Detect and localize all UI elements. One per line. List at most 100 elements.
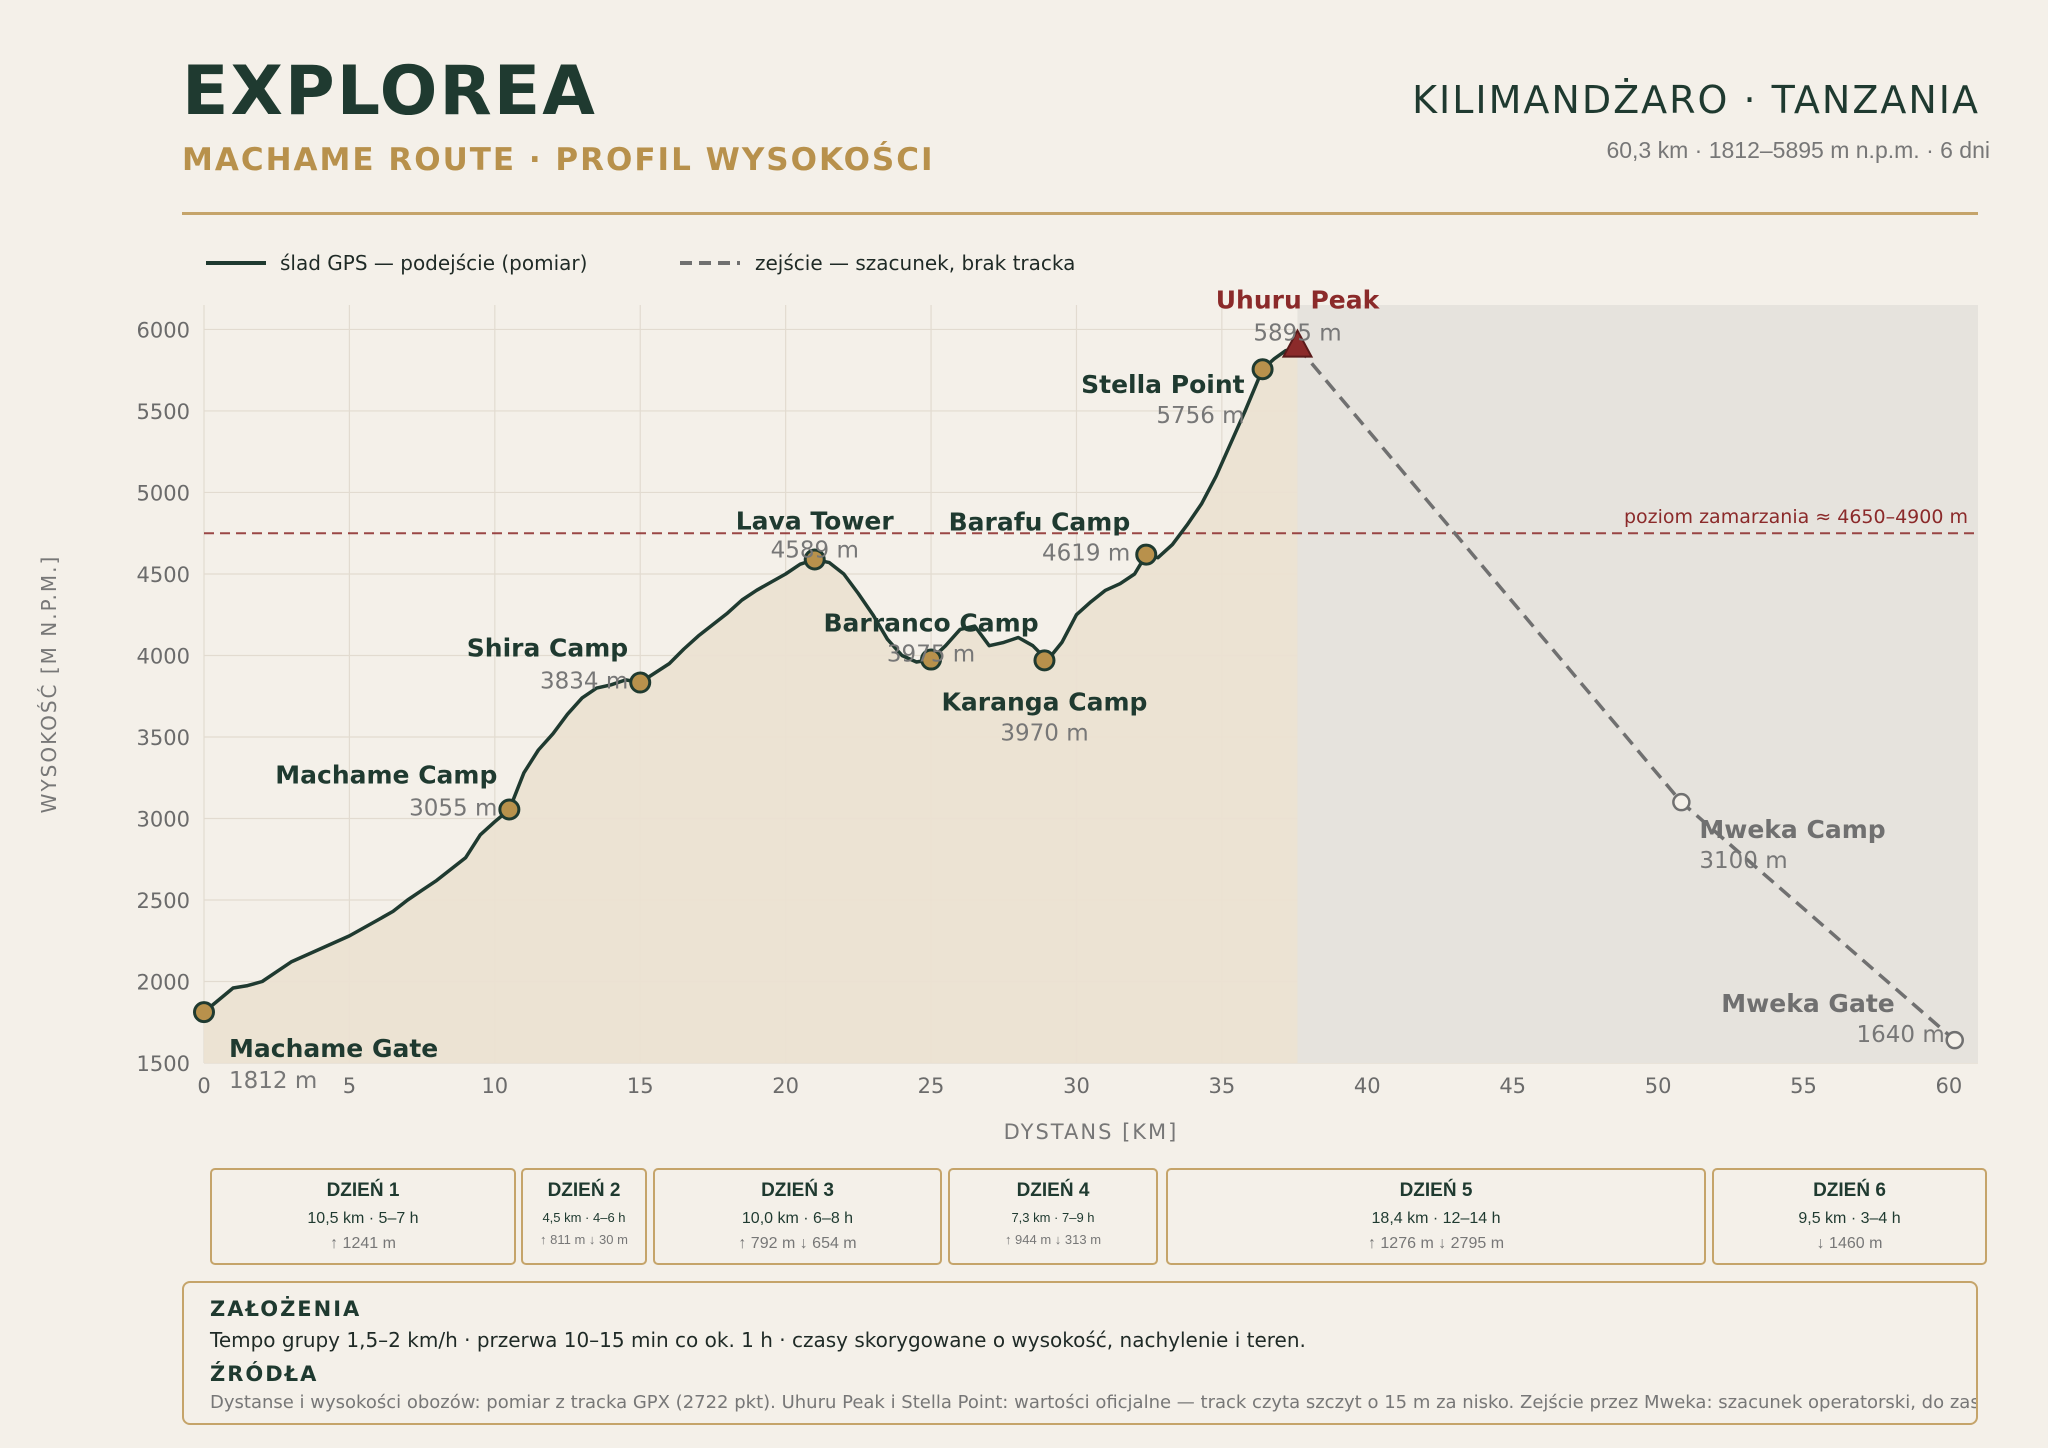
- camp-elevation-label: 3055 m: [409, 796, 497, 822]
- x-tick-label: 50: [1645, 1074, 1672, 1098]
- camp-marker: [1251, 358, 1274, 381]
- camp-elevation-label: 1812 m: [229, 1068, 317, 1094]
- day-distance-time: 10,0 km · 6–8 h: [741, 1210, 854, 1227]
- camp-name-label: Machame Camp: [275, 761, 497, 790]
- camp-name-label: Machame Gate: [229, 1034, 438, 1063]
- camp-name-label: Barranco Camp: [823, 609, 1038, 638]
- y-tick-label: 2000: [137, 970, 190, 994]
- camp-name-label: Lava Tower: [736, 506, 895, 535]
- camp-elevation-label: 3975 m: [887, 642, 975, 668]
- y-tick-label: 3500: [137, 726, 190, 750]
- day-title: DZIEŃ 4: [1016, 1180, 1090, 1201]
- camp-elevation-label: 3970 m: [1000, 720, 1088, 746]
- route-stats: 60,3 km · 1812–5895 m n.p.m. · 6 dni: [1606, 137, 1990, 163]
- x-tick-label: 10: [481, 1074, 508, 1098]
- camp-elevation-label: 3100 m: [1699, 848, 1787, 874]
- camp-elevation-label: 5895 m: [1253, 321, 1341, 347]
- camp-elevation-label: 3834 m: [540, 669, 628, 695]
- camp-elevation-label: 1640 m: [1856, 1022, 1944, 1048]
- x-tick-label: 60: [1936, 1074, 1963, 1098]
- x-tick-label: 35: [1209, 1074, 1236, 1098]
- y-tick-label: 5500: [137, 400, 190, 424]
- x-tick-label: 30: [1063, 1074, 1090, 1098]
- y-tick-label: 4500: [137, 563, 190, 587]
- day-elevation: ↑ 1241 m: [330, 1235, 396, 1252]
- y-tick-label: 1500: [137, 1052, 190, 1076]
- header-divider: [182, 212, 1978, 215]
- x-tick-label: 5: [343, 1074, 356, 1098]
- y-tick-label: 4000: [137, 644, 190, 668]
- day-title: DZIEŃ 3: [761, 1180, 834, 1201]
- day-distance-time: 4,5 km · 4–6 h: [542, 1210, 626, 1225]
- camp-marker: [1672, 792, 1691, 812]
- chart-legend: ślad GPS — podejście (pomiar) zejście — s…: [206, 251, 1075, 275]
- day-title: DZIEŃ 6: [1813, 1180, 1886, 1201]
- camp-marker: [498, 798, 521, 821]
- day-card-1: DZIEŃ 1 10,5 km · 5–7 h ↑ 1241 m: [210, 1168, 516, 1265]
- camp-marker: [629, 671, 652, 694]
- camp-marker: [1945, 1030, 1964, 1050]
- page-subtitle: MACHAME ROUTE · PROFIL WYSOKOŚCI: [182, 142, 935, 178]
- day-title: DZIEŃ 2: [547, 1180, 621, 1201]
- sources-text: Dystanse i wysokości obozów: pomiar z tr…: [210, 1392, 1978, 1413]
- legend-label: zejście — szacunek, brak tracka: [755, 251, 1075, 275]
- day-elevation: ↑ 811 m ↓ 30 m: [540, 1232, 628, 1247]
- assumptions-text: Tempo grupy 1,5–2 km/h · przerwa 10–15 m…: [210, 1328, 1306, 1352]
- day-card-3: DZIEŃ 3 10,0 km · 6–8 h ↑ 792 m ↓ 654 m: [653, 1168, 942, 1265]
- camp-marker: [920, 648, 943, 671]
- camp-marker: [803, 548, 826, 571]
- x-tick-label: 40: [1354, 1074, 1381, 1098]
- ascent-area: [204, 346, 1298, 1064]
- camp-name-label: Mweka Gate: [1721, 989, 1894, 1018]
- day-elevation: ↓ 1460 m: [1816, 1235, 1883, 1252]
- x-tick-label: 55: [1790, 1074, 1817, 1098]
- y-tick-label: 5000: [137, 481, 190, 505]
- elevation-chart: 0 5 10 15 20 25 30 35 40 45 50 55 60 1500 2000 2500 3000…: [37, 251, 1978, 1144]
- camp-name-label: Mweka Camp: [1699, 815, 1885, 844]
- x-tick-label: 45: [1499, 1074, 1526, 1098]
- day-elevation: ↑ 792 m ↓ 654 m: [738, 1235, 857, 1252]
- day-card-6: DZIEŃ 6 9,5 km · 3–4 h ↓ 1460 m: [1712, 1168, 1987, 1265]
- sources-heading: ŹRÓDŁA: [210, 1362, 319, 1386]
- chart-marks: [193, 328, 1964, 1050]
- camp-name-label: Karanga Camp: [942, 687, 1148, 716]
- camp-name-label: Shira Camp: [467, 634, 628, 663]
- camp-name-label: Uhuru Peak: [1216, 286, 1381, 315]
- assumptions-heading: ZAŁOŻENIA: [210, 1297, 362, 1321]
- day-elevation: ↑ 1276 m ↓ 2795 m: [1367, 1235, 1505, 1252]
- day-card-4: DZIEŃ 4 7,3 km · 7–9 h ↑ 944 m ↓ 313 m: [948, 1168, 1158, 1265]
- y-tick-label: 2500: [137, 889, 190, 913]
- summit-marker: [1281, 328, 1314, 358]
- camp-marker: [193, 1001, 215, 1024]
- notes-box: ZAŁOŻENIA Tempo grupy 1,5–2 km/h · przer…: [182, 1281, 1978, 1425]
- y-tick-label: 3000: [137, 807, 190, 831]
- day-card-5: DZIEŃ 5 18,4 km · 12–14 h ↑ 1276 m ↓ 279…: [1166, 1168, 1706, 1265]
- descent-area: [1297, 305, 1978, 1063]
- camp-marker: [1033, 649, 1056, 672]
- camp-marker: [1135, 543, 1158, 566]
- chart-labels: poziom zamarzania ≈ 4650–4900 m Machame G…: [229, 286, 1968, 1095]
- chart-fills: [204, 305, 1978, 1064]
- location-title: KILIMANDŻARO · TANZANIA: [1412, 78, 1980, 122]
- legend-label: ślad GPS — podejście (pomiar): [280, 251, 587, 275]
- day-distance-time: 10,5 km · 5–7 h: [307, 1210, 419, 1227]
- y-tick-label: 6000: [137, 318, 190, 342]
- x-tick-label: 0: [197, 1074, 210, 1098]
- x-axis-label: DYSTANS [KM]: [1004, 1120, 1179, 1144]
- chart-axes: 0 5 10 15 20 25 30 35 40 45 50 55 60 1500 2000 2500 3000…: [37, 318, 1962, 1144]
- y-axis-label: WYSOKOŚĆ [M N.P.M.]: [37, 555, 61, 814]
- day-title: DZIEŃ 1: [326, 1180, 400, 1201]
- camp-elevation-label: 4619 m: [1042, 541, 1130, 567]
- x-tick-label: 20: [772, 1074, 799, 1098]
- day-distance-time: 9,5 km · 3–4 h: [1798, 1210, 1901, 1227]
- camp-elevation-label: 5756 m: [1156, 403, 1244, 429]
- freeze-line-label: poziom zamarzania ≈ 4650–4900 m: [1624, 506, 1968, 528]
- day-elevation: ↑ 944 m ↓ 313 m: [1004, 1232, 1102, 1247]
- brand-title: EXPLOREA: [182, 52, 597, 131]
- camp-name-label: Stella Point: [1081, 370, 1244, 399]
- camp-elevation-label: 4589 m: [771, 537, 859, 563]
- day-distance-time: 18,4 km · 12–14 h: [1371, 1210, 1501, 1227]
- camp-name-label: Barafu Camp: [949, 508, 1131, 537]
- day-card-2: DZIEŃ 2 4,5 km · 4–6 h ↑ 811 m ↓ 30 m: [521, 1168, 647, 1265]
- day-title: DZIEŃ 5: [1399, 1180, 1473, 1201]
